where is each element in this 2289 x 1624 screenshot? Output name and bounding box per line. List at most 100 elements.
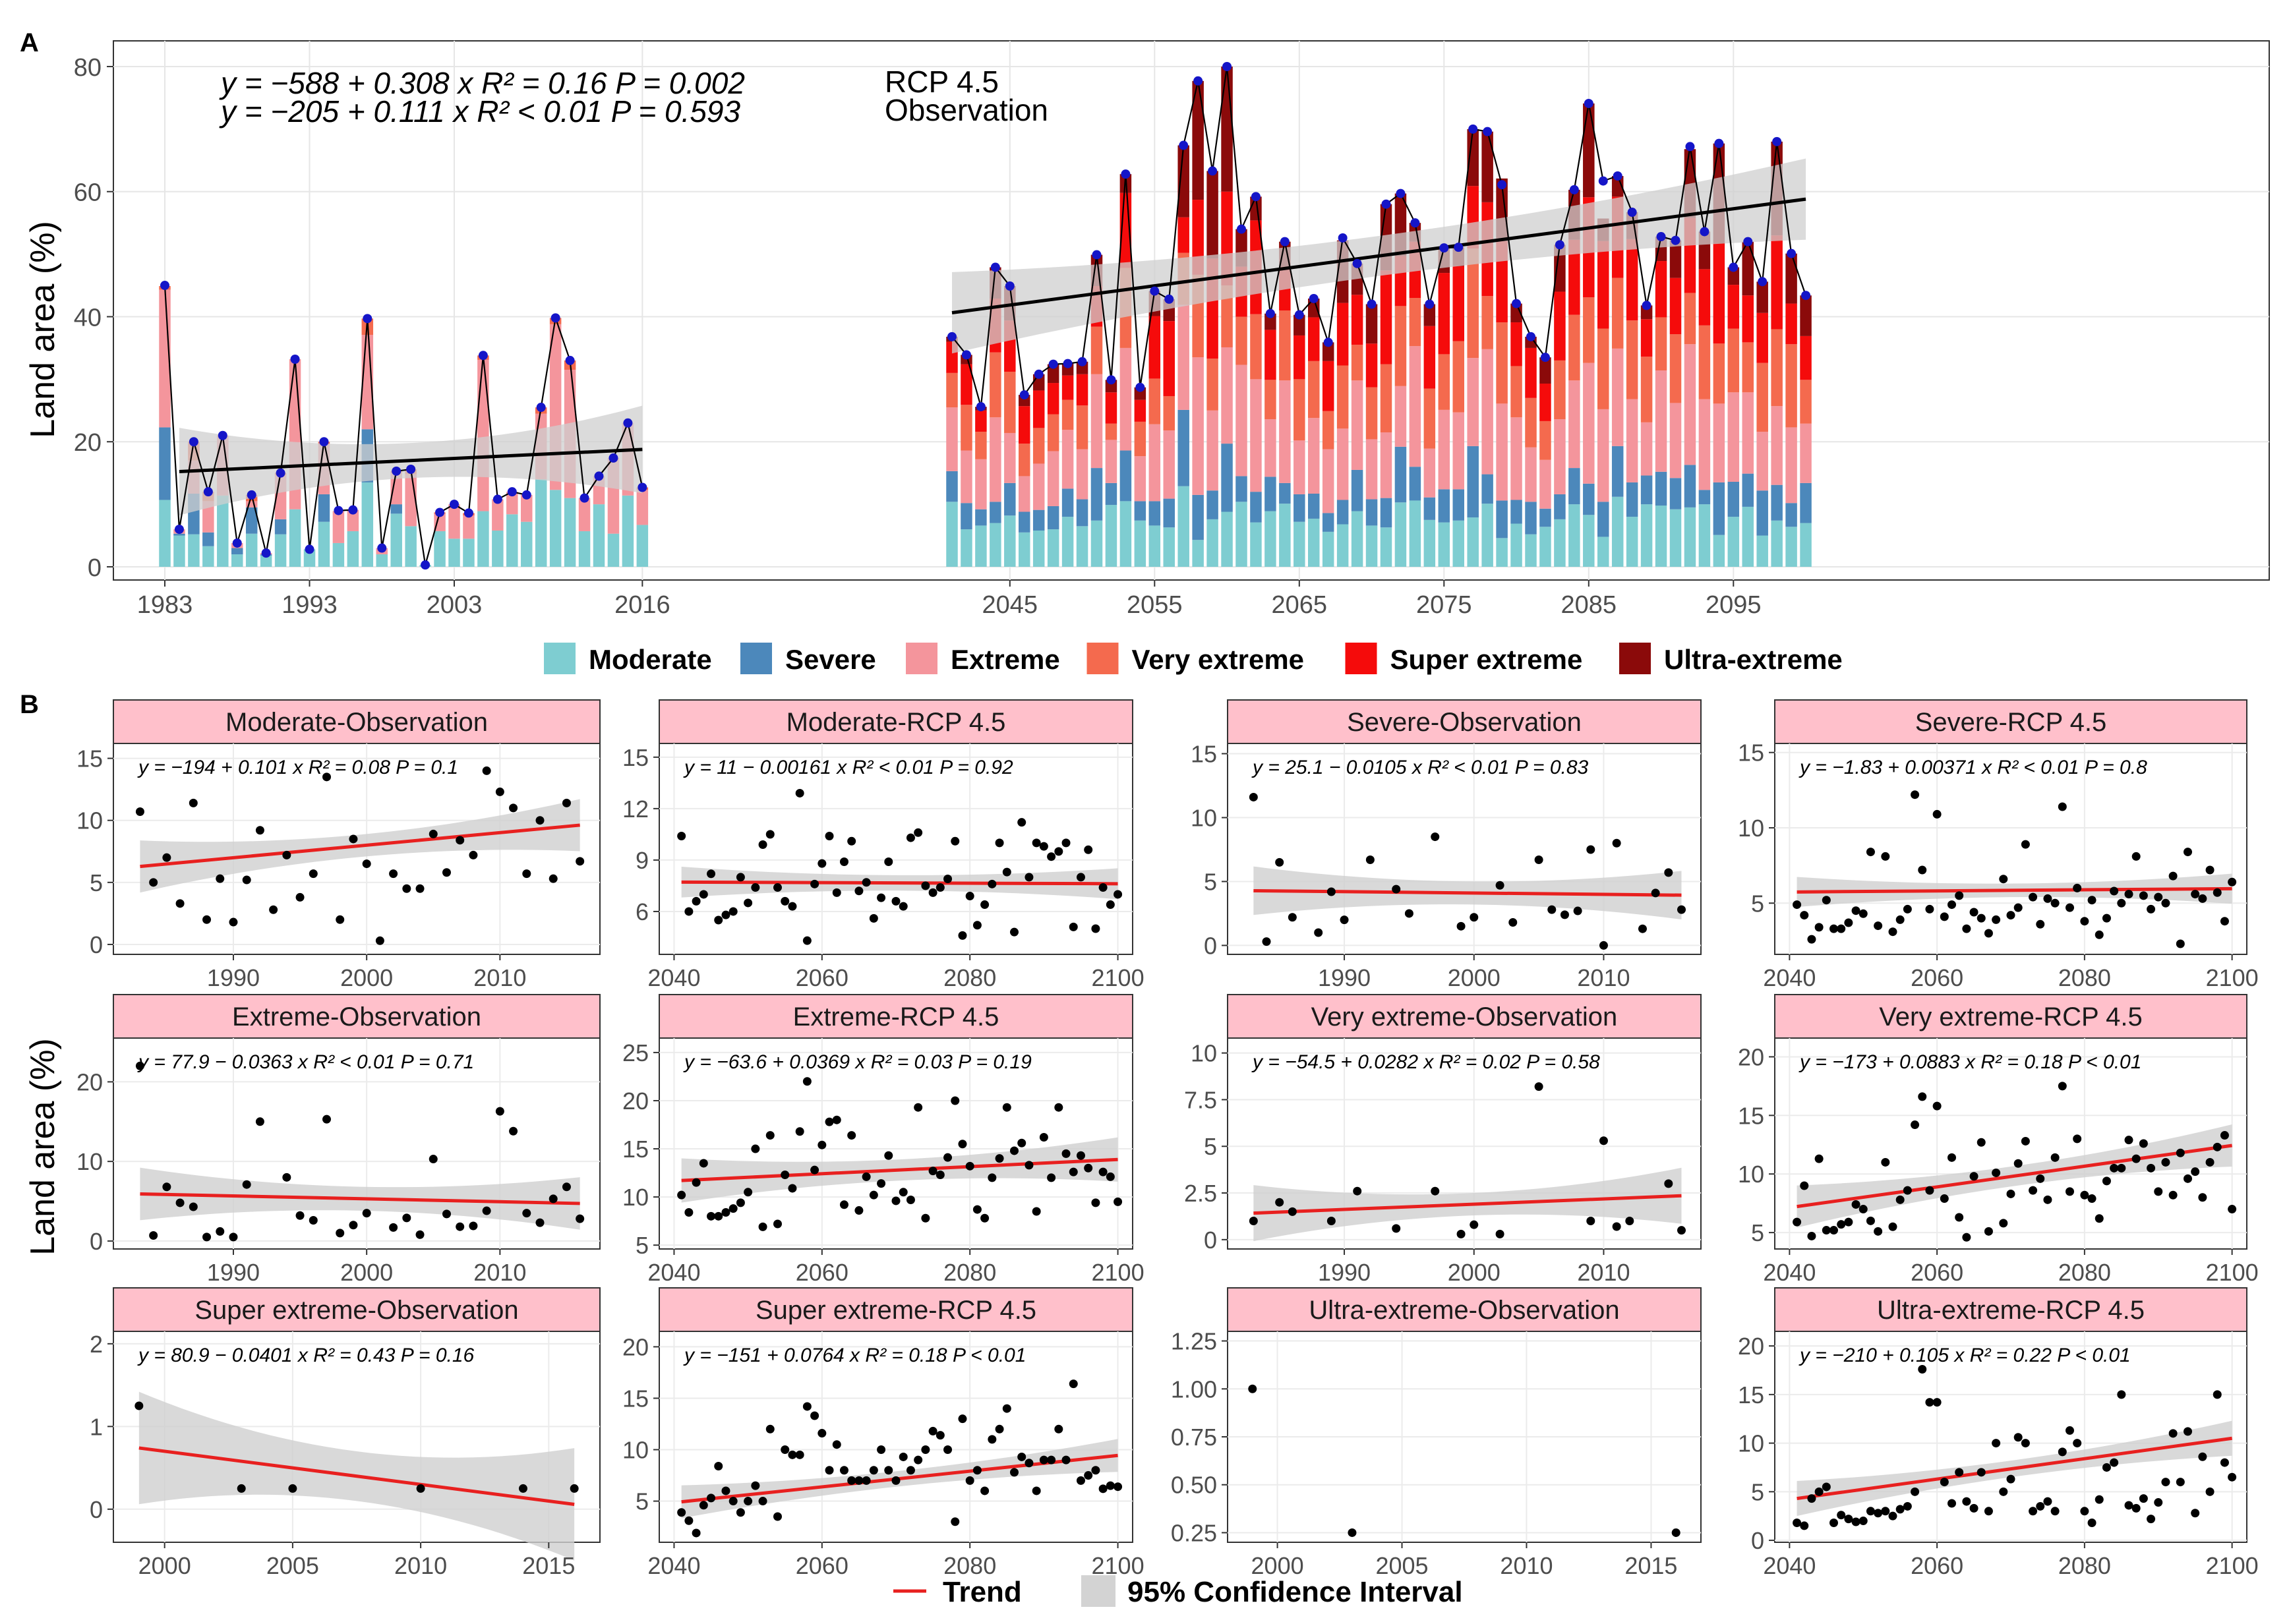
data-point [1025,873,1034,882]
trend-lines [179,197,1806,474]
total-point [1787,248,1797,258]
rcp-bar-very-extreme [1380,364,1392,433]
data-point [1275,857,1284,867]
data-point [2205,1487,2215,1496]
total-point [1685,142,1695,152]
axes: 0 20 40 60 80 1983 1993 2003 2016 2045 2055 2065 207… [74,54,1762,619]
facet-panel: Very extreme-Observation y = −54.5 + 0.02… [1184,994,1702,1286]
data-point [972,1205,982,1214]
rcp-bar-moderate [1380,527,1392,567]
data-point [2087,896,2096,905]
rcp-bar-extreme [1061,430,1074,489]
total-point [247,490,256,500]
data-point [1456,921,1466,931]
data-point [810,1165,819,1174]
data-point [1560,910,1569,919]
data-point [189,1202,198,1211]
data-point [1918,1365,1927,1374]
data-point [1844,918,1853,927]
data-point [1091,924,1100,933]
data-point [751,1481,760,1490]
total-point [1019,390,1029,400]
data-point [2021,1439,2030,1448]
data-point [692,1178,701,1187]
data-point [1984,1507,1993,1516]
y-tick-label: 80 [74,54,102,82]
total-point [1251,192,1261,202]
data-point [1314,928,1323,937]
data-point [1881,852,1890,861]
rcp-bar-ultra-extreme [1264,313,1276,330]
facet-panel: Super extreme-RCP 4.5 y = −151 + 0.0764 x… [622,1287,1144,1579]
data-point [1844,1217,1853,1227]
data-point [1984,929,1993,938]
rcp-bar-ultra-extreme [1669,240,1682,278]
data-point [1470,913,1479,922]
rcp-bar-very-extreme [1365,387,1378,440]
data-point [1054,1103,1063,1112]
rcp-bar-severe [1467,446,1479,518]
y-tick-label: 0.75 [1171,1424,1217,1451]
data-point [825,1466,834,1475]
x-tick-label: 2100 [2206,1259,2259,1286]
total-point [609,453,618,463]
data-point [2036,919,2045,929]
y-tick-label: 0 [1751,1527,1764,1554]
data-point [1911,790,1920,799]
data-point [2066,903,2074,912]
data-point [1895,1505,1905,1514]
data-point [522,869,531,879]
total-point [1425,299,1435,309]
data-point [1017,1452,1026,1461]
data-point [1076,1476,1085,1485]
trend-line [681,1157,1118,1182]
y-tick-label: 2 [90,1331,103,1358]
obs-bar-moderate [173,535,185,567]
rcp-bar-extreme [1221,347,1233,444]
rcp-bar-moderate [1452,520,1464,567]
data-point [295,1211,305,1220]
y-tick-label: 20 [76,1068,103,1095]
total-point [435,508,445,517]
data-point [1903,1186,1912,1195]
data-point [189,798,198,807]
data-point [442,1209,451,1219]
rcp-bar-moderate [1756,535,1768,567]
data-point [1932,1101,1942,1111]
data-point [1866,1216,1875,1225]
rcp-bar-super-extreme [1669,277,1682,335]
data-point [216,874,225,883]
total-point [1569,185,1579,194]
obs-bar-moderate [477,511,489,567]
data-point [2154,892,2163,902]
rcp-bar-very-extreme [1698,325,1711,399]
data-point [1858,1517,1868,1526]
data-point [854,1206,864,1215]
ci-legend-key [1081,1575,1115,1607]
data-point [2191,1167,2200,1176]
rcp-bar-severe [1611,446,1624,497]
data-point [1932,1398,1942,1407]
data-point [2176,1478,2185,1487]
data-point [1881,1157,1890,1167]
rcp-bar-extreme [1250,379,1262,492]
facet-panel: Very extreme-RCP 4.5 y = −173 + 0.0883 x … [1738,994,2259,1286]
facet-title: Ultra-extreme-Observation [1309,1296,1619,1325]
data-point [2154,1498,2163,1507]
total-point [1627,208,1637,218]
rcp-bar-ultra-extreme [1510,303,1522,323]
data-point [980,1213,990,1223]
data-point [773,1512,782,1521]
rcp-bar-severe [1076,499,1088,527]
data-point [1054,847,1063,856]
data-point [442,868,451,877]
data-point [1586,1217,1595,1226]
rcp-bar-super-extreme [1105,392,1117,424]
rcp-bar-severe [1192,494,1204,540]
rcp-bar-super-extreme [1308,317,1320,361]
facet-plot-area [659,743,1133,955]
rcp-bar-ultra-extreme [1206,171,1218,259]
rcp-bar-severe [1554,494,1566,519]
data-point [456,836,465,845]
data-point [2021,1136,2030,1146]
